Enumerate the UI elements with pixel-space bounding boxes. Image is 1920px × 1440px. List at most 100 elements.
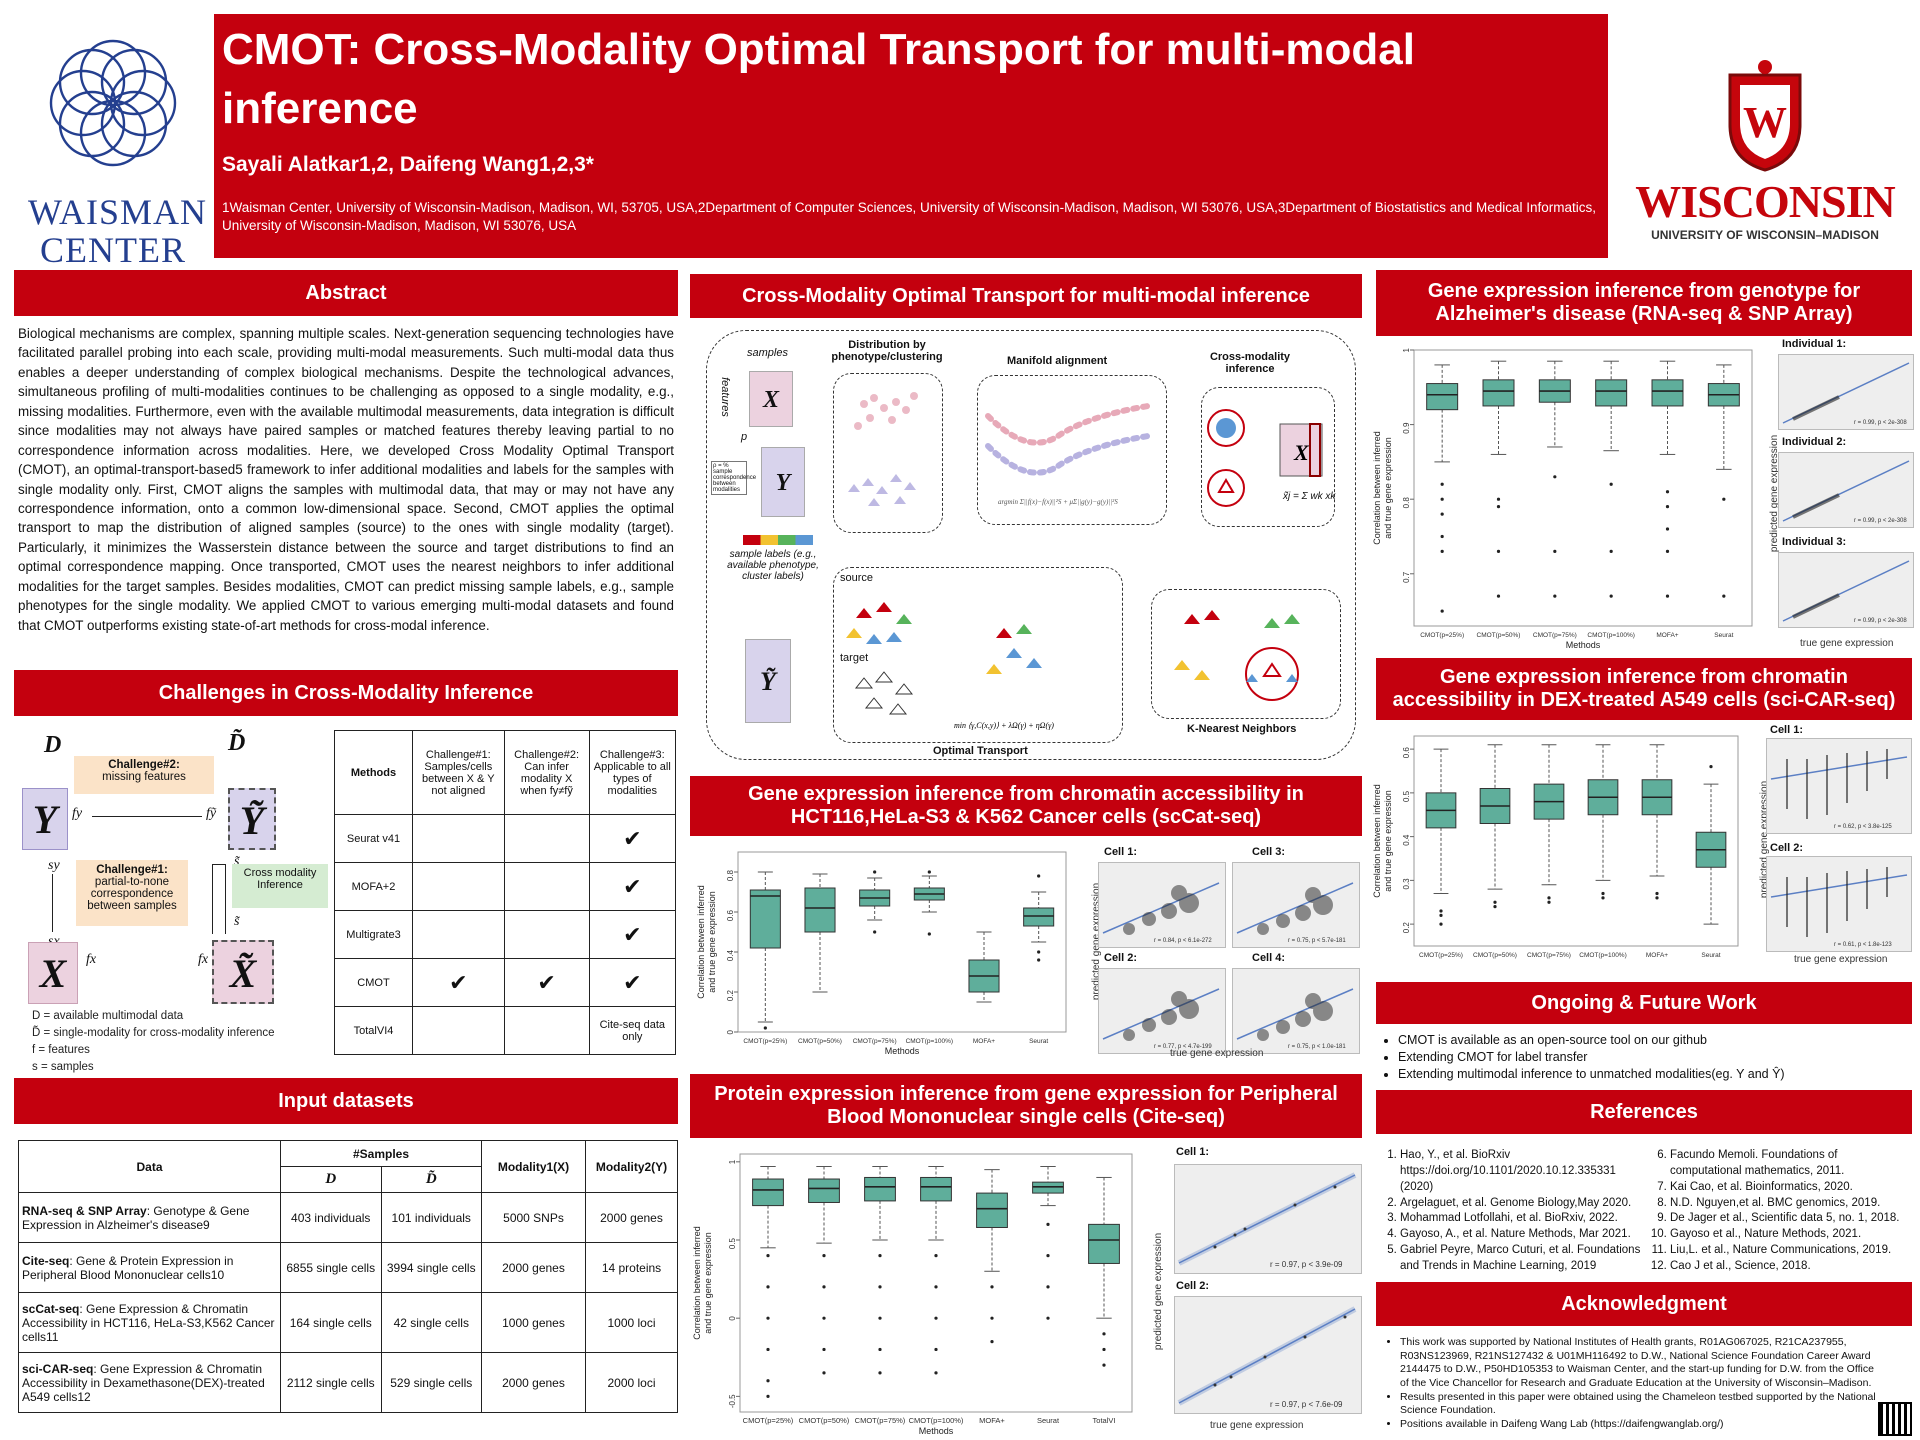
- sccat-cell4-stat: r = 0.75, p < 1.0e-181: [1288, 1044, 1346, 1050]
- th-samples: #Samples: [280, 1140, 482, 1167]
- source-label: source: [840, 572, 874, 584]
- inference-arrow: [212, 864, 226, 934]
- alz-boxplot-svg: 0.7 0.8 0.9 1 CMOT(p=25%) CMOT(p=50%) CMOT(p=7…: [1372, 347, 1753, 650]
- outlier-point: [1440, 482, 1444, 486]
- box: [1651, 379, 1684, 407]
- manifold-label: Manifold alignment: [1007, 355, 1108, 367]
- sccat-scatter-cell4: [1232, 968, 1360, 1054]
- dataset-m2: 14 proteins: [585, 1242, 678, 1293]
- scicar-scatter-xlabel: true gene expression: [1794, 954, 1888, 965]
- scicar-cell2-label: Cell 2:: [1770, 842, 1804, 854]
- outlier-point: [1553, 549, 1557, 554]
- cmot-diagram: samples features X p ρ = % sample corres…: [706, 330, 1356, 760]
- category-label: CMOT(p=50%): [798, 1038, 842, 1045]
- table-cell: [412, 814, 505, 863]
- outlier-point: [1722, 594, 1726, 598]
- outlier-point: [1547, 900, 1551, 904]
- y-tick-label: 0.2: [726, 989, 735, 1001]
- outlier-point: [878, 1371, 882, 1375]
- X-block: X: [28, 942, 78, 1004]
- dataset-desc: : Gene & Protein Expression in Periphera…: [22, 1253, 234, 1282]
- category-label: CMOT(p=25%): [1420, 632, 1464, 639]
- fy-arrow: [92, 816, 202, 817]
- x-axis-label: Methods: [919, 1426, 954, 1436]
- y-tick-label: 0.9: [1402, 422, 1411, 434]
- reference-item: Gayoso, A., et al. Nature Methods, Mar 2…: [1400, 1227, 1644, 1243]
- alz-individual3-label: Individual 3:: [1782, 536, 1847, 548]
- sccat-scatter-cell2: [1098, 968, 1226, 1054]
- box: [1426, 383, 1459, 411]
- category-label: CMOT(p=100%): [1587, 632, 1635, 639]
- citeseq-cell1-stat: r = 0.97, p < 3.9e-09: [1270, 1260, 1343, 1269]
- dataset-name-cell: RNA-seq & SNP Array: Genotype & Gene Exp…: [18, 1192, 281, 1243]
- challenges-title: Challenges in Cross-Modality Inference: [14, 670, 678, 716]
- dataset-name-cell: Cite-seq: Gene & Protein Expression in P…: [18, 1242, 281, 1293]
- y-tick-label: 0.3: [1402, 878, 1411, 890]
- sccat-cell4-label: Cell 4:: [1252, 952, 1286, 964]
- legend-item: D̃ = single-modality for cross-modality …: [32, 1027, 275, 1040]
- y-tick-label: 0: [728, 1316, 737, 1321]
- citeseq-scatter-ylabel: predicted gene expression: [1153, 1232, 1165, 1351]
- scatter-points-icon: [1177, 1306, 1357, 1406]
- dataset-d: 2112 single cells: [280, 1352, 382, 1413]
- category-label: CMOT(p=25%): [743, 1038, 787, 1045]
- outlier-point: [1601, 896, 1605, 900]
- sccat-scatter-panel: predicted gene expression Cell 1: Cell 3…: [1080, 846, 1366, 1062]
- ack-list: This work was supported by National Inst…: [1382, 1336, 1882, 1431]
- sccat-cell3-label: Cell 3:: [1252, 846, 1286, 858]
- legend-item: D = available multimodal data: [32, 1010, 184, 1022]
- citeseq-scatter-xlabel: true gene expression: [1210, 1420, 1304, 1431]
- X-label: X: [39, 951, 67, 996]
- alz-boxplot: 0.7 0.8 0.9 1 CMOT(p=25%) CMOT(p=50%) CMOT(p=7…: [1370, 344, 1760, 650]
- poster-title: CMOT: Cross-Modality Optimal Transport f…: [222, 25, 1415, 134]
- sccat-cell2-stat: r = 0.77, p < 4.7e-199: [1154, 1044, 1212, 1050]
- dataset-name: sci-CAR-seq: [22, 1361, 94, 1376]
- s-tilde-label-bottom: s̃: [234, 914, 240, 929]
- outlier-point: [878, 1285, 882, 1289]
- sccat-scatter-xlabel: true gene expression: [1170, 1048, 1264, 1059]
- wisconsin-logo-line2: UNIVERSITY OF WISCONSIN–MADISON: [1651, 228, 1879, 242]
- y-axis-label-line2: and true gene expression: [1383, 437, 1393, 539]
- scatter-points-icon: [1782, 560, 1910, 622]
- sccat-scatter-cell1: [1098, 862, 1226, 948]
- outlier-point: [1655, 896, 1659, 900]
- plot-frame: [1413, 349, 1753, 627]
- th-data: Data: [18, 1140, 281, 1193]
- outlier-point: [1547, 896, 1551, 900]
- outlier-point: [1493, 905, 1497, 909]
- y-tick-label: 0: [726, 1029, 735, 1034]
- sccat-cell1-label: Cell 1:: [1104, 846, 1138, 858]
- y-tick-label: 0.2: [1402, 922, 1411, 934]
- scicar-scatter-cell2: [1766, 856, 1912, 952]
- outlier-point: [1553, 594, 1557, 598]
- X-tilde-label: X̃: [229, 951, 257, 996]
- outlier-point: [1609, 594, 1613, 598]
- outlier-point: [934, 1347, 938, 1352]
- category-label: CMOT(p=100%): [906, 1038, 954, 1045]
- scicar-scatter-cell1: [1766, 738, 1912, 834]
- outlier-point: [990, 1340, 994, 1344]
- reference-item: Gayoso et al., Nature Methods, 2021.: [1670, 1227, 1910, 1243]
- outlier-point: [1496, 505, 1501, 509]
- outlier-point: [878, 1316, 882, 1320]
- reference-item: Liu,L. et al., Nature Communications, 20…: [1670, 1243, 1910, 1259]
- outlier-point: [1440, 549, 1444, 554]
- alz-ind1-stat: r = 0.99, p < 2e-308: [1854, 420, 1907, 426]
- alz-scatter-xlabel: true gene expression: [1800, 638, 1894, 649]
- references-right: Facundo Memoli. Foundations of computati…: [1652, 1148, 1910, 1275]
- y-axis-label-line1: Correlation between inferred: [1372, 431, 1382, 545]
- outlier-point: [1037, 874, 1041, 878]
- category-label: Seurat: [1029, 1038, 1048, 1045]
- alz-scatter-ind2: [1778, 452, 1914, 528]
- X-matrix: X: [749, 371, 793, 427]
- waisman-flower-icon: [49, 39, 177, 167]
- outlier-point: [934, 1316, 938, 1320]
- dataset-name: scCat-seq: [22, 1301, 80, 1316]
- scicar-cell2-stat: r = 0.61, p < 1.8e-123: [1834, 942, 1892, 948]
- future-title: Ongoing & Future Work: [1376, 982, 1912, 1024]
- alz-ind3-stat: r = 0.99, p < 2e-308: [1854, 618, 1907, 624]
- formula-xj: x̃j = Σ wk xk: [1283, 491, 1336, 502]
- th-challenge1: Challenge#1: Samples/cells between X & Y…: [412, 730, 505, 815]
- outlier-point: [873, 930, 877, 934]
- future-list: CMOT is available as an open-source tool…: [1380, 1032, 1910, 1083]
